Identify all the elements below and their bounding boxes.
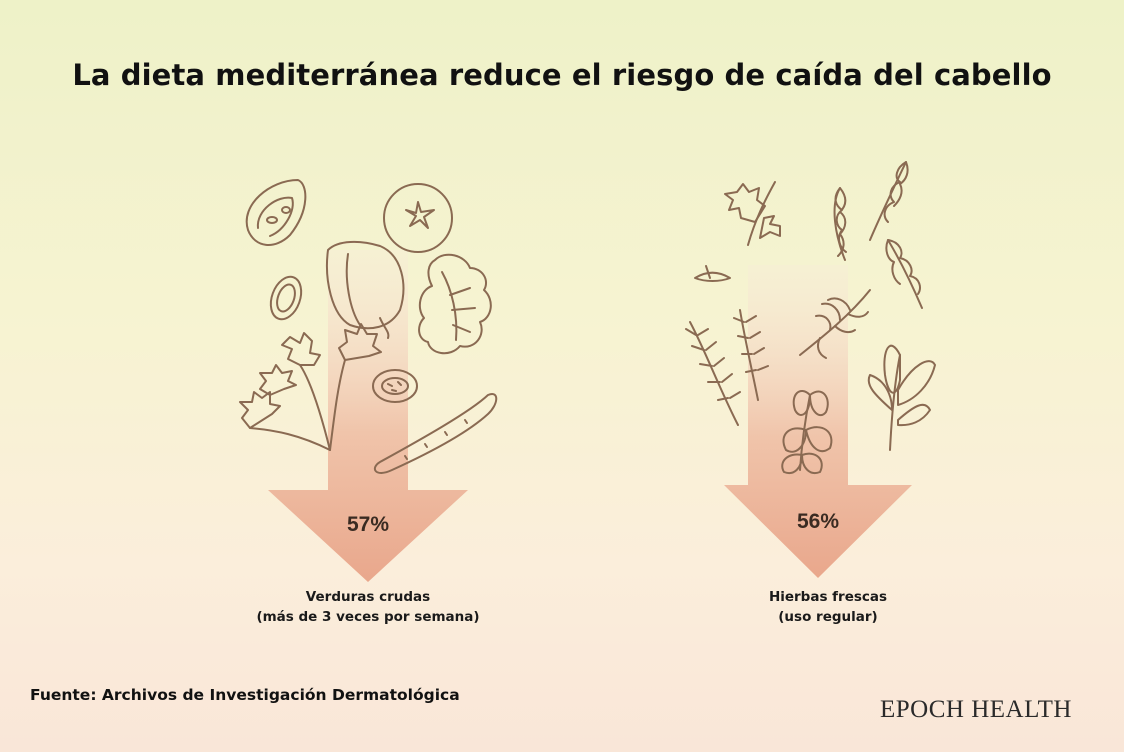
- zucchini-slice-icon: [269, 275, 303, 321]
- cucumber-slice-icon: [372, 369, 418, 403]
- item-caption: Verduras crudas (más de 3 veces por sema…: [198, 587, 538, 627]
- rosemary-icon: [685, 309, 769, 426]
- down-arrow: [724, 265, 912, 578]
- percentage-value: 56%: [796, 510, 840, 533]
- percentage-value: 57%: [346, 513, 390, 536]
- down-arrow: [268, 250, 468, 582]
- item-caption: Hierbas frescas (uso regular): [658, 587, 998, 627]
- brand-logo: EPOCH HEALTH: [880, 696, 1072, 723]
- parsley-sprig-icon: [724, 181, 781, 246]
- mint-icon: [781, 390, 833, 474]
- page-title: La dieta mediterránea reduce el riesgo d…: [72, 58, 1052, 92]
- fresh-herbs-illustration: [685, 161, 936, 578]
- item-label: Hierbas frescas: [768, 589, 888, 605]
- small-leaf-icon: [694, 265, 731, 282]
- raw-vegetables-illustration: [239, 179, 498, 582]
- item-sublabel: (uso regular): [778, 609, 878, 625]
- dill-icon: [799, 289, 871, 359]
- lettuce-icon: [418, 253, 492, 355]
- arugula-leaf-icon: [833, 161, 923, 309]
- item-sublabel: (más de 3 veces por semana): [256, 609, 480, 625]
- tomato-icon: [383, 183, 453, 253]
- raw-vegetables-panel: 57% Verduras crudas (más de 3 veces por …: [220, 150, 560, 625]
- fresh-herbs-panel: 56% Hierbas frescas (uso regular): [660, 150, 1000, 625]
- item-label: Verduras crudas: [305, 589, 431, 605]
- tomato-slice-icon: [245, 179, 307, 246]
- cucumber-icon: [373, 393, 498, 474]
- sage-icon: [867, 344, 936, 451]
- source-citation: Fuente: Archivos de Investigación Dermat…: [30, 686, 460, 704]
- parsley-icon: [239, 323, 382, 451]
- bell-pepper-icon: [326, 240, 405, 339]
